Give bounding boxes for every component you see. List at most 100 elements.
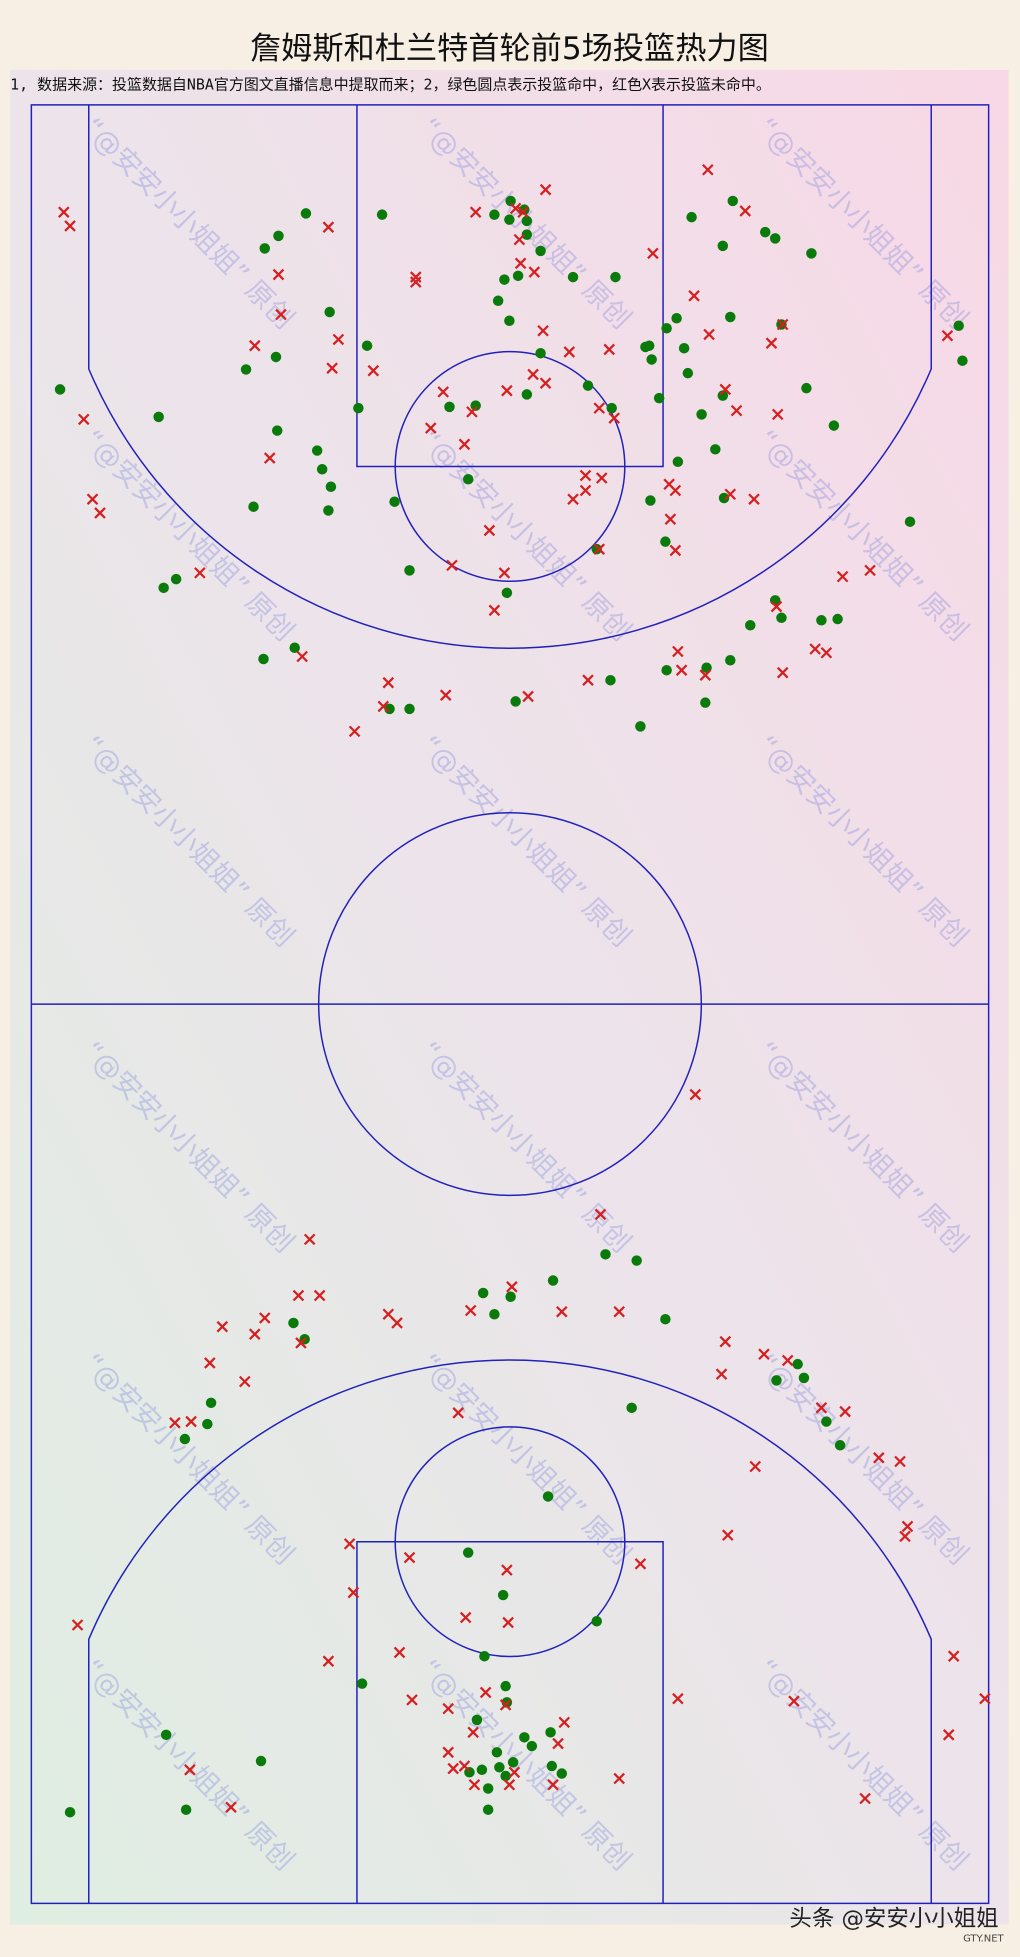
missed-shot — [634, 1558, 647, 1570]
missed-shot — [204, 1357, 216, 1369]
missed-shot — [873, 1451, 885, 1464]
made-shot — [512, 270, 524, 282]
missed-shot — [225, 1801, 237, 1814]
made-shot — [489, 209, 500, 220]
made-shot — [489, 1308, 500, 1320]
missed-shot — [539, 377, 552, 389]
missed-shot — [322, 221, 335, 233]
missed-shot — [466, 406, 478, 418]
missed-shot — [647, 247, 659, 260]
made-shot — [816, 615, 827, 626]
made-shot — [205, 1397, 217, 1409]
made-shot — [710, 444, 721, 455]
missed-shot — [528, 266, 541, 278]
made-shot — [953, 320, 964, 331]
missed-shot — [295, 1337, 307, 1349]
missed-shot — [608, 412, 621, 424]
made-shot — [255, 1755, 267, 1767]
missed-shot — [248, 1328, 261, 1340]
made-shot — [300, 208, 312, 219]
made-shot — [470, 400, 481, 411]
missed-shot — [556, 1305, 568, 1318]
missed-shot — [442, 1746, 455, 1759]
made-shot — [316, 464, 328, 475]
made-shot — [270, 351, 282, 363]
missed-shot — [377, 700, 390, 713]
missed-shot — [689, 1088, 702, 1101]
made-shot — [160, 1729, 172, 1741]
made-shot — [821, 1416, 832, 1427]
missed-shot — [86, 493, 99, 506]
missed-shot — [479, 1686, 492, 1699]
made-shot — [311, 445, 323, 456]
made-shot — [500, 1680, 511, 1692]
missed-shot — [527, 368, 539, 381]
made-shot — [725, 311, 736, 323]
missed-shot — [437, 386, 450, 398]
made-shot — [535, 347, 546, 359]
made-shot — [153, 411, 164, 423]
missed-shot — [184, 1764, 196, 1776]
made-shot — [325, 481, 337, 492]
made-shot — [500, 1770, 511, 1782]
missed-shot — [322, 1655, 335, 1667]
missed-shot — [839, 1405, 851, 1418]
made-shot — [671, 313, 682, 324]
made-shot — [501, 587, 513, 599]
made-shot — [491, 1747, 503, 1758]
missed-shot — [458, 438, 471, 451]
made-shot — [535, 245, 546, 257]
missed-shot — [367, 364, 380, 377]
made-shot — [389, 496, 400, 507]
missed-shot — [514, 257, 527, 270]
made-shot — [492, 295, 504, 307]
missed-shot — [469, 206, 482, 218]
missed-shot — [409, 271, 422, 283]
missed-shot — [595, 472, 608, 484]
made-shot — [582, 380, 594, 391]
missed-shot — [699, 669, 712, 682]
missed-shot — [669, 544, 682, 557]
made-shot — [776, 612, 787, 624]
missed-shot — [594, 1208, 607, 1221]
missed-shot — [94, 507, 106, 519]
missed-shot — [488, 604, 501, 617]
made-shot — [646, 354, 657, 365]
missed-shot — [669, 484, 682, 497]
made-shot — [521, 229, 533, 240]
missed-shot — [513, 233, 526, 246]
made-shot — [271, 425, 283, 436]
made-shot — [288, 1317, 299, 1329]
missed-shot — [579, 469, 592, 482]
made-shot — [546, 1760, 558, 1772]
missed-shot — [483, 524, 496, 537]
missed-shot — [864, 564, 876, 577]
made-shot — [479, 1650, 490, 1662]
missed-shot — [403, 1551, 416, 1564]
made-shot — [462, 1547, 474, 1558]
missed-shot — [348, 725, 361, 738]
missed-shot — [459, 1611, 472, 1624]
missed-shot — [593, 543, 606, 555]
made-shot — [727, 195, 739, 207]
missed-shot — [508, 1766, 521, 1779]
made-shot — [635, 721, 646, 732]
missed-shot — [424, 422, 437, 434]
court — [30, 104, 990, 1905]
made-shot — [832, 613, 843, 625]
missed-shot — [809, 643, 821, 655]
missed-shot — [452, 1407, 464, 1419]
made-shot — [771, 1375, 782, 1386]
missed-shot — [292, 1289, 305, 1302]
made-shot — [678, 342, 690, 354]
missed-shot — [567, 493, 579, 506]
missed-shot — [941, 329, 954, 342]
made-shot — [660, 536, 671, 547]
missed-shot — [185, 1415, 197, 1428]
made-shot — [158, 582, 169, 594]
made-shot — [626, 1402, 637, 1414]
missed-shot — [719, 1335, 732, 1348]
missed-shot — [501, 384, 513, 397]
missed-shot — [343, 1538, 356, 1550]
missed-shot — [722, 1529, 734, 1541]
